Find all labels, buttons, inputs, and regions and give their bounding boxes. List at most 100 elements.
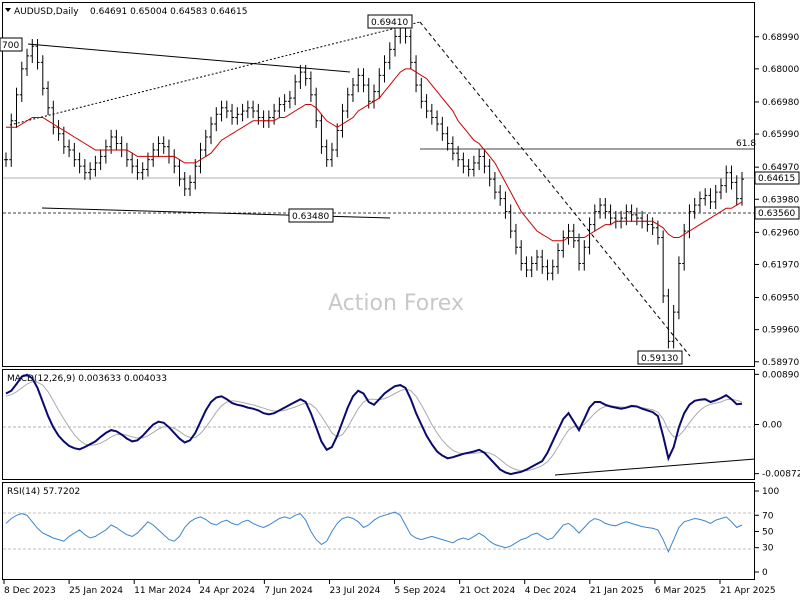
price-bar (477, 149, 482, 171)
rsi-line (5, 511, 743, 554)
macd-signal-line (5, 381, 743, 472)
fib-level-label: 61.8 (736, 139, 756, 149)
svg-text:700: 700 (2, 41, 19, 51)
price-bar (287, 90, 292, 109)
time-tick-label: 21 Jan 2025 (590, 586, 644, 596)
price-bar (582, 240, 587, 271)
macd-line (5, 373, 743, 476)
price-bar (498, 184, 503, 206)
chart-title: AUDUSD,Daily (14, 7, 79, 17)
price-axis: 0.68990 0.68000 0.66980 0.65990 0.64970 0.639… (755, 33, 799, 368)
time-tick-label: 4 Dec 2024 (525, 586, 577, 596)
price-bar (251, 100, 256, 119)
macd-tick-label: 0.00 (762, 421, 782, 431)
price-bar (650, 217, 655, 235)
rsi-axis: 100 70 50 30 0 (755, 487, 779, 578)
price-bar (198, 142, 203, 174)
rsi-title: RSI(14) 57.7202 (7, 487, 80, 497)
price-bar (308, 71, 313, 102)
price-bar (556, 243, 560, 274)
support-price-tag: 0.63560 (754, 206, 800, 220)
price-bar (729, 165, 734, 190)
price-bar (513, 223, 518, 255)
dropdown-triangle-icon[interactable] (5, 8, 11, 12)
price-bar (9, 113, 14, 167)
price-bar (324, 139, 329, 167)
time-tick-label: 6 Mar 2025 (655, 586, 706, 596)
price-tick-label: 0.64970 (762, 163, 799, 173)
price-bar (177, 159, 182, 187)
upper-trendline (27, 43, 351, 73)
price-bar (230, 103, 235, 125)
price-bar (461, 152, 466, 174)
price-bar (692, 197, 697, 219)
price-bar (72, 142, 77, 167)
price-bar (93, 155, 98, 177)
annotation-low-2025: 0.59130 (637, 350, 683, 365)
time-tick-label: 25 Jan 2024 (69, 586, 123, 596)
time-tick-label: 11 Mar 2024 (134, 586, 191, 596)
price-bar (193, 159, 198, 190)
annotation-low-2024: 0.63480 (288, 208, 334, 223)
price-bar (571, 223, 576, 248)
annotation-left: 700 (0, 37, 23, 52)
price-bar (67, 139, 72, 158)
price-bar (88, 162, 93, 180)
macd-tick-label: 0.008901 (762, 370, 800, 380)
rsi-tick-label: 30 (762, 544, 774, 554)
price-bar (25, 48, 30, 77)
price-bar (445, 126, 450, 151)
time-tick-label: 5 Sep 2024 (395, 586, 447, 596)
price-bar (361, 68, 366, 93)
watermark: Action Forex (328, 291, 464, 316)
price-bar (277, 97, 282, 119)
price-bar (734, 175, 739, 206)
time-tick-label: 7 Jun 2024 (264, 586, 313, 596)
price-bar (4, 152, 8, 167)
price-bar (298, 64, 303, 89)
price-bar (429, 103, 434, 125)
price-bar (435, 110, 440, 132)
time-tick-label: 21 Apr 2025 (720, 586, 776, 596)
dashed-falling-line (419, 21, 691, 357)
price-bar (235, 107, 240, 125)
price-bar (282, 94, 287, 112)
price-bar (550, 259, 555, 281)
price-bar (40, 55, 45, 96)
price-bar (440, 116, 445, 141)
price-bar (529, 256, 534, 278)
price-bar (14, 87, 19, 128)
price-bar (592, 204, 597, 232)
price-bar (598, 197, 603, 219)
svg-text:0.63560: 0.63560 (758, 209, 795, 219)
price-bar (419, 77, 424, 109)
macd-axis: 0.008901 0.00 -0.008729 (755, 370, 800, 480)
price-bar (450, 136, 455, 161)
price-bar (708, 188, 713, 209)
price-tick-label: 0.61970 (762, 260, 799, 270)
price-bar (740, 172, 744, 206)
price-bar (671, 304, 676, 349)
price-bar (503, 191, 508, 219)
price-panel (2, 2, 755, 367)
price-bar (77, 152, 82, 174)
price-bar (130, 152, 135, 174)
price-bar (545, 259, 550, 281)
rsi-panel (2, 482, 755, 580)
svg-text:0.59130: 0.59130 (641, 354, 678, 364)
ohlc-readout: 0.64691 0.65004 0.64583 0.64615 (90, 7, 247, 17)
price-bar (51, 100, 56, 135)
price-bar (682, 223, 687, 271)
price-bar (697, 191, 702, 213)
price-bar (676, 256, 681, 320)
price-tick-label: 0.63980 (762, 195, 799, 205)
price-tick-label: 0.68000 (762, 65, 799, 75)
price-bar (561, 230, 566, 258)
price-bar (350, 77, 355, 102)
price-tick-label: 0.65990 (762, 130, 799, 140)
price-bar (629, 204, 634, 222)
macd-title: MACD(12,26,9) 0.003633 0.004033 (7, 374, 167, 384)
price-bar (540, 249, 545, 274)
price-bars (4, 19, 744, 349)
